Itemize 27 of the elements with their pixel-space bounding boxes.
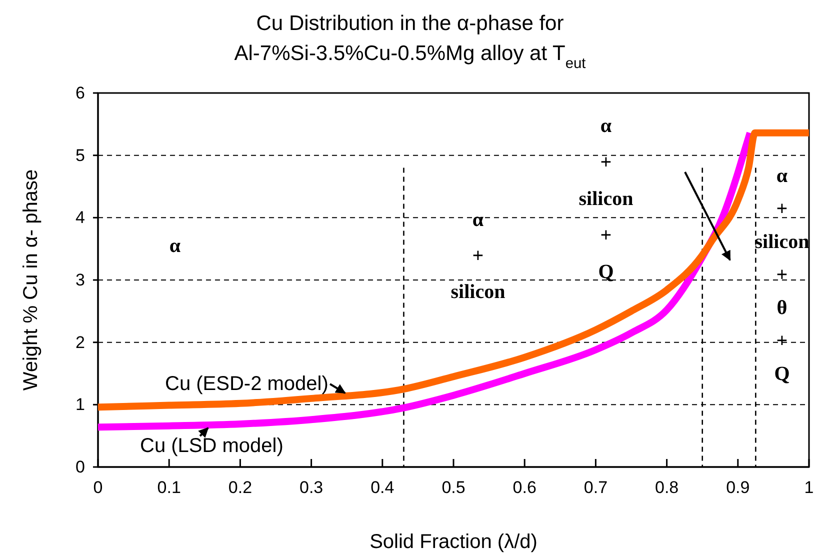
y-tick-label: 1: [76, 395, 85, 414]
x-tick-label: 0.8: [654, 478, 679, 498]
x-tick-label: 0.2: [228, 478, 252, 498]
series-label: Cu (ESD-2 model): [165, 373, 328, 395]
y-axis-title: Weight % Cu in α- phase: [20, 169, 42, 391]
annotation: α + silicon: [450, 209, 506, 303]
y-tick-label: 6: [76, 83, 85, 102]
x-tick-label: 0.1: [157, 478, 181, 498]
x-tick-label: 0.5: [442, 478, 466, 498]
chart-title: Cu Distribution in the α-phase for: [256, 12, 564, 35]
y-tick-label: 2: [76, 332, 85, 352]
y-tick-label: 4: [76, 208, 85, 228]
x-tick-label: 0: [93, 478, 103, 498]
x-tick-label: 0.3: [299, 478, 324, 498]
x-tick-label: 0.6: [512, 478, 536, 498]
y-tick-label: 3: [76, 270, 85, 290]
x-tick-label: 1: [804, 478, 814, 498]
annotation: α + silicon + Q: [578, 115, 634, 283]
series-label: Cu (LSD model): [140, 435, 284, 457]
x-tick-label: 0.7: [584, 478, 608, 498]
annotation: α: [169, 235, 181, 257]
chart-subtitle: Al-7%Si-3.5%Cu-0.5%Mg alloy at T$_{eut}$: [234, 42, 586, 72]
y-tick-label: 5: [76, 146, 85, 165]
x-tick-label: 0.4: [370, 478, 394, 498]
y-tick-label: 0: [76, 457, 85, 476]
x-axis-title: Solid Fraction (λ/d): [370, 531, 538, 553]
x-tick-label: 0.9: [726, 478, 750, 498]
